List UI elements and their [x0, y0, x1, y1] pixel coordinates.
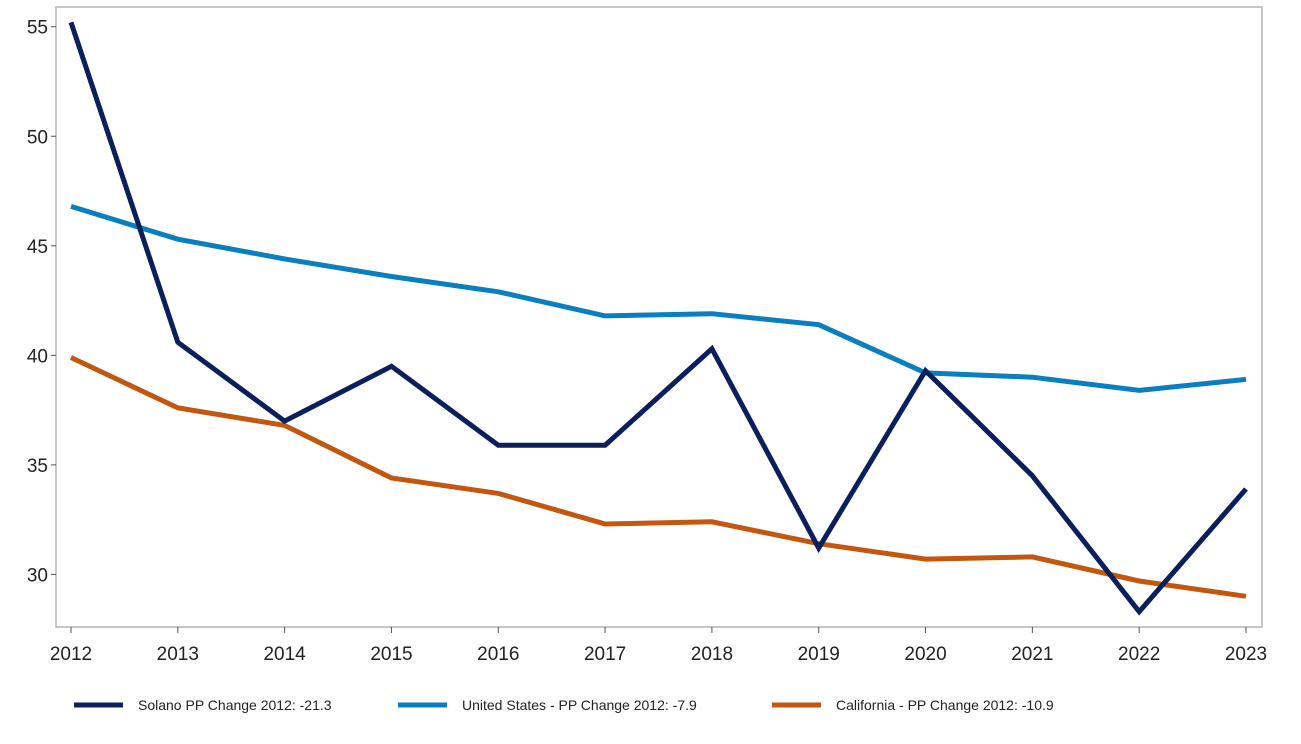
x-tick-label: 2020	[904, 644, 946, 665]
x-tick-label: 2014	[263, 644, 306, 665]
x-tick-label: 2013	[157, 644, 199, 665]
plot-frame	[55, 6, 1263, 628]
x-tick-label: 2017	[584, 644, 626, 665]
x-tick-label: 2022	[1118, 644, 1160, 665]
y-tick-label: 40	[27, 346, 48, 367]
series-line	[69, 355, 1247, 599]
legend-label: California - PP Change 2012: -10.9	[836, 697, 1054, 713]
y-tick-label: 55	[27, 18, 48, 39]
y-tick-label: 45	[27, 237, 48, 258]
x-tick-label: 2012	[50, 644, 92, 665]
y-tick-label: 30	[27, 565, 48, 586]
x-tick-label: 2023	[1225, 644, 1267, 665]
legend-label: Solano PP Change 2012: -21.3	[138, 697, 332, 713]
y-axis: 30 35 40 45 50 55	[27, 18, 56, 586]
x-tick-label: 2021	[1011, 644, 1053, 665]
y-tick-label: 50	[27, 127, 48, 148]
series-lines	[68, 21, 1248, 616]
series-line	[70, 204, 1247, 393]
x-axis: 2012 2013 2014 2015 2016 2017 2018 2019 2020 2021…	[50, 627, 1267, 665]
legend-label: United States - PP Change 2012: -7.9	[462, 697, 697, 713]
legend: Solano PP Change 2012: -21.3 United State…	[74, 697, 1054, 713]
x-tick-label: 2016	[477, 644, 519, 665]
y-tick-label: 35	[27, 456, 48, 477]
x-tick-label: 2019	[798, 644, 840, 665]
x-tick-label: 2015	[370, 644, 412, 665]
x-tick-label: 2018	[691, 644, 733, 665]
series-line	[68, 21, 1248, 616]
